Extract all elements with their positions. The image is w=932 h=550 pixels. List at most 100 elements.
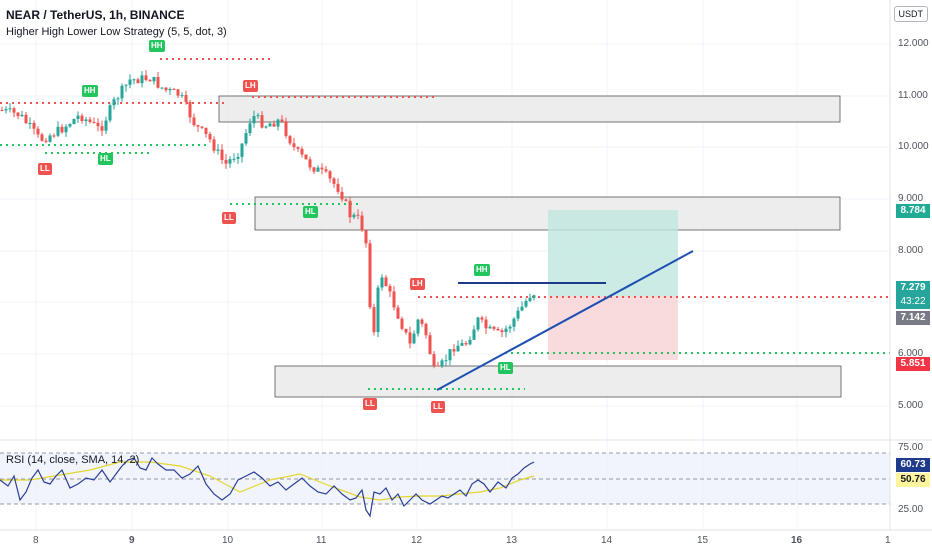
candle-body: [280, 119, 284, 122]
candle-body: [212, 139, 216, 151]
candle-body: [296, 147, 300, 149]
candle-body: [232, 158, 236, 160]
candle-body: [364, 230, 368, 244]
price-label: 12.000: [898, 38, 929, 49]
marker-hh: HH: [82, 85, 98, 97]
supply-demand-zones: [218, 95, 842, 398]
time-label: 8: [33, 535, 39, 546]
candle-body: [60, 126, 64, 133]
candle-body: [528, 297, 532, 301]
trend-line[interactable]: [436, 250, 694, 391]
currency-button[interactable]: USDT: [893, 6, 928, 22]
candle-body: [436, 365, 440, 367]
candle-body: [480, 317, 484, 320]
candle-body: [84, 119, 88, 122]
candle-body: [180, 95, 184, 97]
candle-body: [512, 318, 516, 327]
zone-mid: [254, 196, 841, 231]
candle-body: [48, 135, 52, 142]
time-label: 16: [791, 535, 803, 546]
candle-body: [160, 87, 164, 89]
time-label: 11: [316, 535, 327, 546]
candle-body: [256, 115, 260, 117]
price-tag-target: 8.784: [896, 204, 930, 218]
candle-body: [500, 330, 504, 333]
candle-body: [292, 143, 296, 148]
zone-bottom: [274, 365, 842, 398]
candle-body: [332, 178, 336, 184]
candle-body: [192, 117, 196, 126]
candle-body: [148, 80, 152, 82]
rsi-ma-tag: 50.76: [896, 473, 930, 487]
candle-body: [12, 108, 16, 113]
chart-title: NEAR / TetherUS, 1h, BINANCE: [6, 8, 185, 22]
candle-body: [196, 125, 200, 127]
candle-body: [400, 318, 404, 329]
marker-ll: LL: [222, 212, 236, 224]
candle-body: [372, 307, 376, 333]
candle-body: [368, 243, 372, 308]
indicator-label[interactable]: Higher High Lower Low Strategy (5, 5, do…: [6, 26, 227, 38]
price-tag-stop: 5.851: [896, 357, 930, 371]
candle-body: [104, 120, 108, 131]
marker-ll: LL: [431, 401, 445, 413]
candle-body: [424, 323, 428, 336]
candle-body: [80, 115, 84, 122]
marker-hl: HL: [98, 153, 113, 165]
candle-body: [324, 169, 328, 172]
candle-body: [272, 123, 276, 127]
candle-body: [396, 307, 400, 319]
marker-lh: LH: [410, 278, 425, 290]
candle-body: [252, 115, 256, 124]
marker-ll: LL: [38, 163, 52, 175]
candle-body: [348, 200, 352, 218]
candle-body: [108, 105, 112, 121]
marker-hh: HH: [149, 40, 165, 52]
candle-body: [24, 114, 28, 124]
candle-body: [96, 122, 100, 127]
candle-body: [68, 124, 72, 127]
rsi-value-tag: 60.73: [896, 458, 930, 472]
candle-body: [440, 360, 444, 366]
rsi-pane: [0, 439, 932, 518]
take-profit-area[interactable]: [548, 210, 678, 296]
candle-body: [8, 108, 12, 110]
candlesticks[interactable]: [0, 70, 536, 369]
candle-body: [328, 171, 332, 179]
marker-ll: LL: [363, 398, 377, 410]
price-label: 5.000: [898, 400, 924, 411]
candle-body: [520, 306, 524, 311]
candle-body: [140, 75, 144, 84]
candle-body: [472, 329, 476, 340]
candle-body: [20, 114, 24, 117]
candle-body: [228, 159, 232, 164]
rsi-axis-label: 25.00: [898, 504, 924, 515]
stop-loss-area[interactable]: [548, 296, 678, 360]
candle-body: [116, 98, 120, 100]
candle-body: [524, 300, 528, 307]
price-label: 9.000: [898, 193, 924, 204]
candle-body: [88, 119, 92, 123]
candle-body: [488, 326, 492, 329]
candle-body: [340, 191, 344, 200]
candle-body: [492, 326, 496, 329]
candle-body: [188, 102, 192, 118]
candle-body: [92, 122, 96, 124]
candle-body: [184, 95, 188, 103]
candle-body: [288, 136, 292, 144]
candle-body: [380, 277, 384, 288]
candle-body: [416, 319, 420, 334]
candle-body: [32, 123, 36, 129]
candle-body: [28, 123, 32, 125]
rsi-label[interactable]: RSI (14, close, SMA, 14, 2): [6, 454, 140, 466]
time-label: 13: [506, 535, 518, 546]
candle-body: [308, 159, 312, 168]
candle-body: [336, 183, 340, 192]
candle-body: [456, 345, 460, 352]
price-label: 10.000: [898, 141, 929, 152]
candle-body: [268, 123, 272, 127]
candle-body: [224, 159, 228, 164]
time-label: 15: [697, 535, 709, 546]
level-lines: [0, 58, 890, 390]
